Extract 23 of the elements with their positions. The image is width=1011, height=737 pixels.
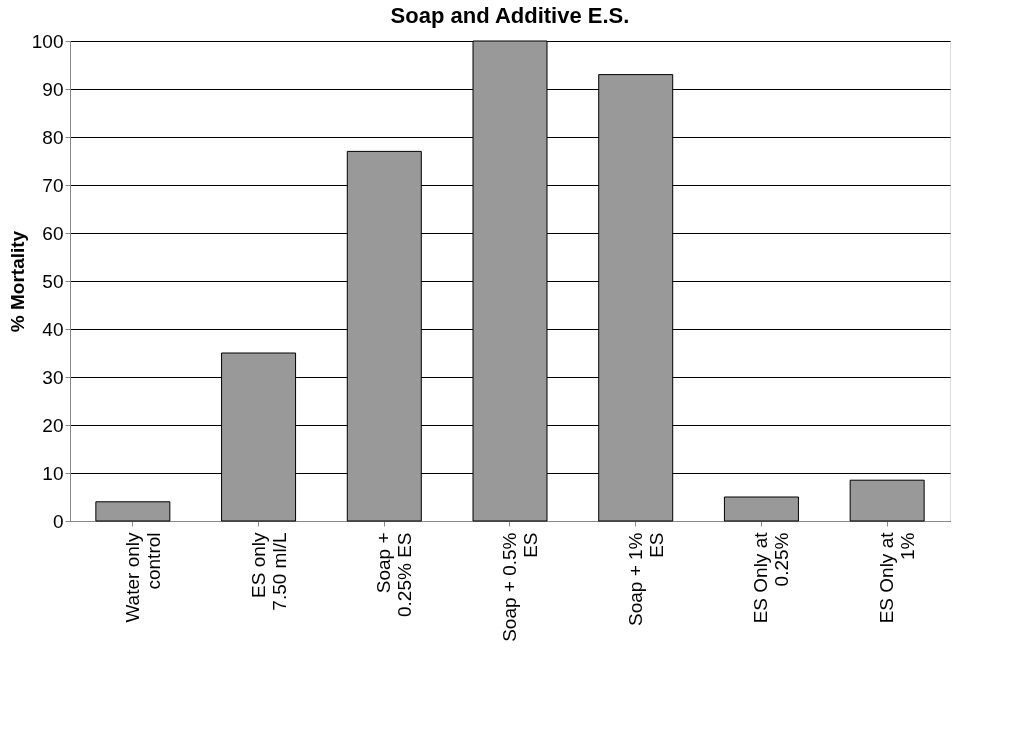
bar	[849, 479, 925, 522]
y-tick-label: 0	[52, 510, 64, 532]
y-tick-label: 30	[42, 366, 64, 388]
x-tick-label: ES Only at 1%	[876, 531, 919, 624]
x-tick-label: Water only control	[121, 532, 164, 623]
y-tick-label: 40	[42, 318, 64, 340]
chart-title: Soap and Additive E.S.	[390, 3, 630, 28]
bar	[95, 501, 171, 522]
y-tick-label: 80	[42, 126, 64, 148]
x-tick-label: Soap + 0.5% ES	[499, 532, 541, 642]
y-axis-title: % Mortality	[6, 230, 28, 333]
x-tick-label: Soap + 0.25% ES	[373, 532, 416, 617]
y-tick-label: 60	[42, 222, 64, 244]
y-tick-label: 90	[42, 78, 64, 100]
y-tick-label: 10	[42, 462, 64, 484]
x-tick-label: ES Only at 0.25%	[750, 531, 793, 624]
y-tick-label: 100	[31, 30, 64, 52]
y-tick-label: 70	[42, 174, 64, 196]
bar	[723, 496, 799, 522]
y-tick-label: 50	[42, 270, 64, 292]
x-tick-label: Soap + 1% ES	[624, 532, 667, 626]
y-tick-label: 20	[42, 414, 64, 436]
x-tick-label: ES only 7.50 ml/L	[247, 532, 290, 611]
